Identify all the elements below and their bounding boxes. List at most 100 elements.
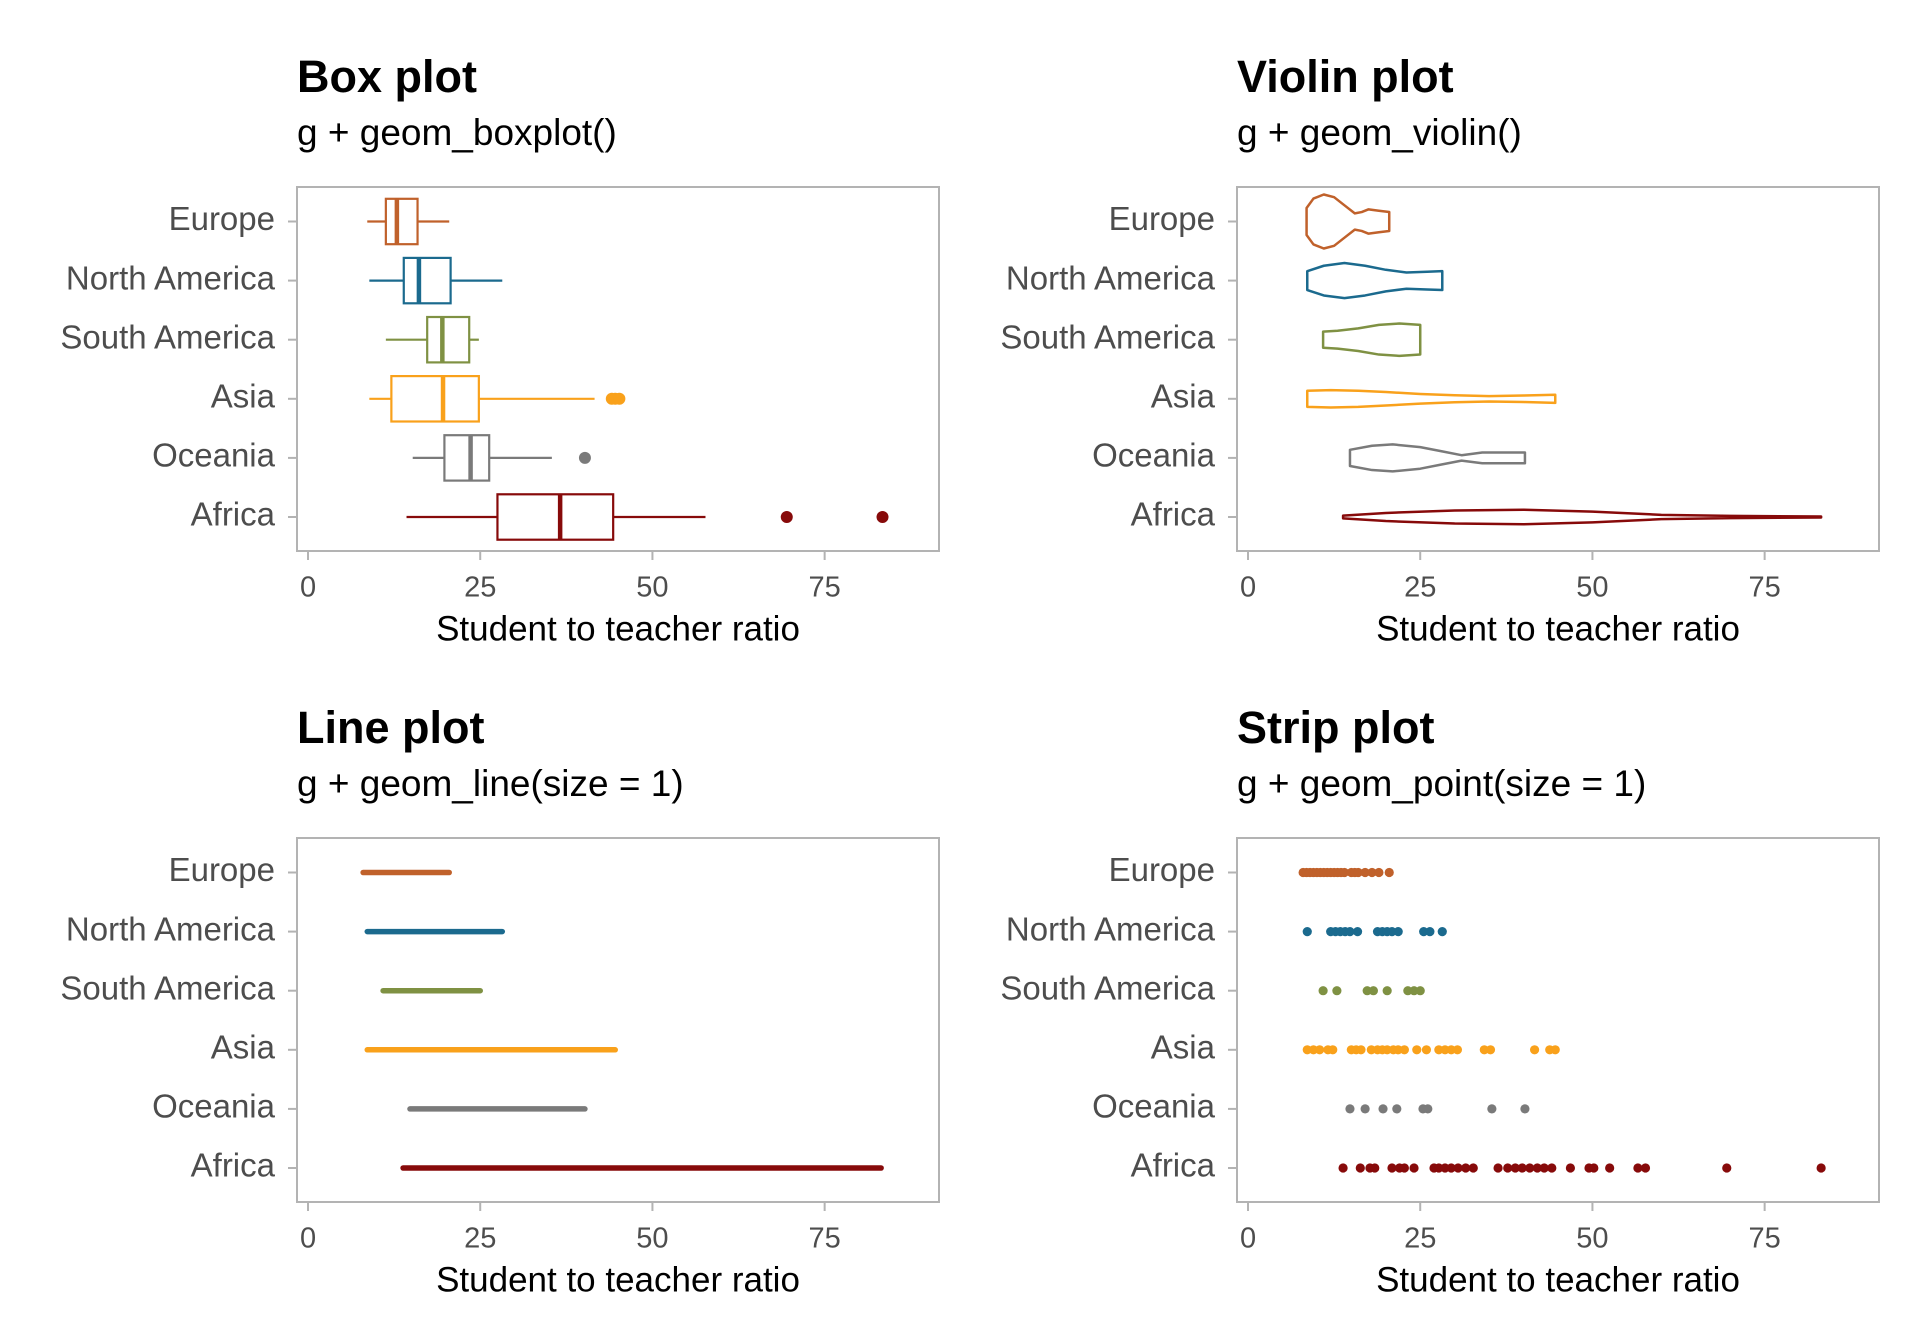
point — [1525, 1163, 1535, 1173]
x-axis-title: Student to teacher ratio — [436, 1260, 800, 1299]
plot-border — [1236, 186, 1880, 552]
x-tick-label: 25 — [464, 572, 496, 604]
x-axis-title: Student to teacher ratio — [436, 609, 800, 648]
point — [1461, 1163, 1471, 1173]
point — [1399, 1163, 1409, 1173]
box — [426, 315, 471, 364]
point — [1446, 1163, 1456, 1173]
violin — [1341, 508, 1823, 526]
y-tick-label: Europe — [1109, 851, 1215, 888]
point — [1382, 986, 1392, 996]
point — [1550, 1045, 1560, 1055]
point — [1589, 1163, 1599, 1173]
y-tick-label: Europe — [1109, 200, 1215, 237]
point — [1485, 1045, 1496, 1055]
point — [1532, 1163, 1542, 1173]
x-tick-label: 50 — [636, 1223, 668, 1255]
y-tick-label: Asia — [211, 1029, 276, 1066]
box — [390, 375, 480, 423]
point — [1816, 1163, 1826, 1173]
y-tick-label: Oceania — [152, 1088, 276, 1125]
chart-title: Strip plot — [1237, 702, 1434, 753]
point — [1425, 927, 1435, 937]
y-tick-label: North America — [1006, 910, 1216, 947]
x-tick-label: 0 — [300, 572, 316, 604]
x-tick-label: 25 — [464, 1223, 496, 1255]
point — [1503, 1163, 1513, 1173]
plot-border — [296, 837, 940, 1203]
point — [1387, 1163, 1397, 1173]
point — [1453, 1163, 1463, 1173]
point — [1565, 1163, 1575, 1173]
box — [443, 434, 491, 482]
point — [1356, 1045, 1366, 1055]
chart-panel: Line plot g + geom_line(size = 1) 0 25 50 75 S… — [60, 702, 940, 1299]
x-tick-label: 50 — [1576, 572, 1608, 604]
y-tick-label: South America — [1000, 969, 1215, 1006]
point — [1353, 867, 1363, 878]
y-tick-label: Oceania — [1092, 437, 1216, 474]
point — [1468, 1163, 1478, 1173]
chart-panel: Violin plot g + geom_violin() 0 25 50 75 Stude… — [1000, 51, 1880, 648]
point — [1302, 927, 1312, 937]
point — [1339, 867, 1350, 878]
y-tick-label: Africa — [191, 1147, 276, 1184]
point — [1415, 986, 1425, 996]
point — [1393, 927, 1403, 937]
chart-subtitle: g + geom_boxplot() — [297, 112, 617, 153]
y-tick-label: South America — [60, 969, 275, 1006]
y-tick-label: North America — [66, 910, 276, 947]
point — [1547, 1163, 1557, 1173]
x-tick-label: 50 — [636, 572, 668, 604]
x-tick-label: 75 — [809, 1223, 841, 1255]
x-tick-label: 0 — [300, 1223, 316, 1255]
y-tick-label: North America — [66, 259, 276, 296]
point — [1384, 867, 1394, 878]
point — [1452, 1045, 1463, 1055]
box — [384, 197, 419, 246]
point — [1338, 1163, 1348, 1173]
box — [402, 256, 452, 305]
point — [1360, 1104, 1370, 1114]
y-tick-label: South America — [1000, 318, 1215, 355]
point — [1399, 1045, 1409, 1055]
violin — [1305, 193, 1391, 250]
point — [1421, 1045, 1432, 1055]
point — [1539, 1163, 1549, 1173]
y-tick-label: Asia — [1151, 378, 1216, 415]
point — [1633, 1163, 1643, 1173]
point — [1640, 1163, 1651, 1173]
violin — [1306, 388, 1557, 409]
violin — [1321, 322, 1422, 358]
outlier — [780, 511, 793, 523]
point — [1370, 1163, 1380, 1173]
x-axis-title: Student to teacher ratio — [1376, 1260, 1740, 1299]
point — [1423, 1104, 1433, 1114]
chart-title: Violin plot — [1237, 51, 1454, 102]
y-tick-label: North America — [1006, 259, 1216, 296]
outlier — [876, 511, 889, 523]
point — [1345, 927, 1355, 937]
x-tick-label: 75 — [1749, 572, 1781, 604]
y-tick-label: Africa — [191, 496, 276, 533]
point — [1409, 1163, 1419, 1173]
chart-title: Box plot — [297, 51, 477, 102]
chart-subtitle: g + geom_violin() — [1237, 112, 1522, 153]
x-tick-label: 0 — [1240, 1223, 1256, 1255]
x-tick-label: 50 — [1576, 1223, 1608, 1255]
y-tick-label: Europe — [169, 851, 275, 888]
y-tick-label: Africa — [1131, 1147, 1216, 1184]
point — [1367, 867, 1377, 878]
point — [1722, 1163, 1732, 1173]
x-tick-label: 0 — [1240, 572, 1256, 604]
point — [1328, 1045, 1338, 1055]
y-tick-label: Asia — [1151, 1029, 1216, 1066]
x-tick-label: 75 — [809, 572, 841, 604]
chart-panel: Box plot g + geom_boxplot() 0 25 50 75 Student… — [60, 51, 940, 648]
point — [1605, 1163, 1615, 1173]
point — [1529, 1045, 1540, 1055]
plot-border — [296, 186, 940, 552]
point — [1318, 986, 1328, 996]
x-tick-label: 25 — [1404, 572, 1436, 604]
chart-title: Line plot — [297, 702, 484, 753]
